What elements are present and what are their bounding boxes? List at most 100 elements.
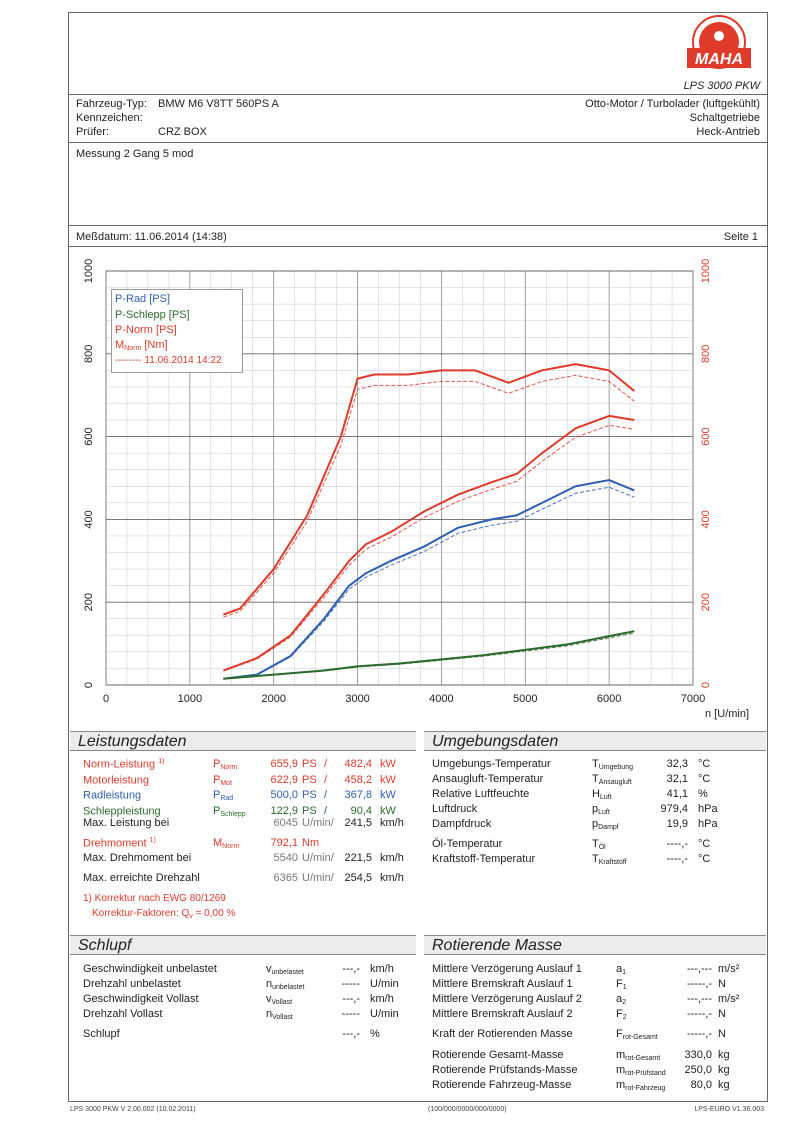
rotierende-label: Mittlere Bremskraft Auslauf 1 xyxy=(432,978,573,990)
measurement-date: Meßdatum: 11.06.2014 (14:38) xyxy=(76,231,227,243)
leistung-symbol: PRad xyxy=(213,789,234,802)
series-line-compare xyxy=(223,374,635,618)
umgebung-symbol: HLuft xyxy=(592,788,612,801)
leistung-unit-ps: PS xyxy=(302,804,317,817)
rotierende-label: Mittlere Verzögerung Auslauf 2 xyxy=(432,993,582,1005)
footer-left: LPS 3000 PKW V 2.00.002 (10.02.2011) xyxy=(70,1106,196,1113)
leistung-slash: / xyxy=(324,789,328,801)
leistung-value-ps: 500,0 xyxy=(270,789,298,801)
umgebung-symbol: pLuft xyxy=(592,803,610,816)
rotierende-symbol: mrot-Gesamt xyxy=(616,1049,661,1062)
torque-value: 792,1 xyxy=(270,837,298,849)
torque-unit: Nm xyxy=(302,837,320,849)
leistung-value-kw: 482,4 xyxy=(344,758,372,770)
schlupf-value: ---,- xyxy=(342,1028,360,1040)
product-name: LPS 3000 PKW xyxy=(683,80,760,92)
y-tick-label-left: 400 xyxy=(83,510,95,528)
schlupf-unit: km/h xyxy=(370,993,394,1005)
schlupf-symbol: nunbelastet xyxy=(266,978,305,991)
page-number: Seite 1 xyxy=(723,231,758,243)
gearbox-type: Schaltgetriebe xyxy=(689,112,760,124)
max-rpm-label: Max. erreichte Drehzahl xyxy=(83,872,200,884)
umgebung-value: ----,- xyxy=(666,853,688,865)
y-tick-label-right: 200 xyxy=(700,593,712,611)
leistung-unit-kw: kW xyxy=(380,804,396,817)
chart-legend: P-Rad [PS] P-Schlepp [PS] P-Norm [PS] MN… xyxy=(111,289,243,373)
rotierende-label: Rotierende Prüfstands-Masse xyxy=(432,1064,578,1076)
measurement-name: Messung 2 Gang 5 mod xyxy=(76,148,194,160)
max-torque-label: Max. Drehmoment bei xyxy=(83,852,192,864)
schlupf-unit: km/h xyxy=(370,963,394,975)
umgebung-value: 32,3 xyxy=(666,758,688,770)
umgebung-unit: °C xyxy=(698,838,711,850)
x-tick-label: 7000 xyxy=(681,693,705,705)
leistung-label: Norm-Leistung 1) xyxy=(83,758,165,771)
schlupf-label: Geschwindigkeit unbelastet xyxy=(83,963,217,975)
umgebung-label: Umgebungs-Temperatur xyxy=(432,758,551,770)
kmh-unit: km/h xyxy=(380,872,404,884)
schlupf-symbol: vVollast xyxy=(266,993,293,1006)
leistung-slash: / xyxy=(324,773,328,786)
x-tick-label: 0 xyxy=(103,693,109,705)
rotierende-symbol: F1 xyxy=(616,978,627,991)
rpm-unit: U/min/ xyxy=(302,852,334,864)
rotierende-unit: N xyxy=(718,1028,726,1040)
umgebung-symbol: TÖl xyxy=(592,838,606,851)
rotierende-unit: kg xyxy=(718,1049,730,1061)
leistung-unit-ps: PS xyxy=(302,789,317,801)
rotierende-value: ---,--- xyxy=(686,963,712,975)
drive-type: Heck-Antrieb xyxy=(696,126,760,138)
leistung-value-ps: 655,9 xyxy=(270,758,298,770)
rotierende-label: Rotierende Fahrzeug-Masse xyxy=(432,1079,572,1091)
rotierende-symbol: mrot-Fahrzeug xyxy=(616,1079,666,1092)
leistung-value-kw: 90,4 xyxy=(350,804,372,817)
schlupf-value: ----- xyxy=(341,1008,360,1020)
y-tick-label-left: 200 xyxy=(83,593,95,611)
umgebung-label: Luftdruck xyxy=(432,803,478,815)
leistung-label: Motorleistung xyxy=(83,774,150,787)
leistung-unit-kw: kW xyxy=(380,758,396,770)
umgebung-label: Dampfdruck xyxy=(432,818,492,830)
schlupf-unit: % xyxy=(370,1028,380,1040)
torque-symbol: MNorm xyxy=(213,837,240,850)
rotierende-unit: m/s² xyxy=(718,993,740,1005)
footer-center: (100/000/0000/000/0000) xyxy=(428,1106,507,1113)
rotierende-unit: kg xyxy=(718,1079,730,1091)
y-tick-label-right: 800 xyxy=(700,345,712,363)
rotierende-value: -----,- xyxy=(686,1008,712,1020)
schlupf-unit: U/min xyxy=(370,978,399,990)
rotierende-unit: kg xyxy=(718,1064,730,1076)
umgebung-symbol: TKraftstoff xyxy=(592,853,627,866)
y-tick-label-left: 600 xyxy=(83,427,95,445)
series-line-compare xyxy=(223,486,635,680)
rotierende-symbol: F2 xyxy=(616,1008,627,1021)
umgebung-value: ----,- xyxy=(666,838,688,850)
rpm-unit: U/min/ xyxy=(302,817,334,829)
umgebung-unit: °C xyxy=(698,758,711,770)
umgebung-label: Relative Luftfeuchte xyxy=(432,788,530,800)
y-tick-label-right: 600 xyxy=(700,427,712,445)
schlupf-value: ----- xyxy=(341,978,360,990)
vehicle-type-label: Fahrzeug-Typ: xyxy=(76,98,147,110)
tester-label: Prüfer: xyxy=(76,126,110,138)
tester-value: CRZ BOX xyxy=(158,126,207,138)
footer-right: LPS-EURO V1.36.003 xyxy=(694,1106,764,1113)
leistung-unit-ps: PS xyxy=(302,773,317,786)
x-tick-label: 3000 xyxy=(345,693,369,705)
umgebung-value: 32,1 xyxy=(666,773,688,785)
schlupf-unit: U/min xyxy=(370,1008,399,1020)
schlupf-label: Schlupf xyxy=(83,1028,120,1040)
leistung-symbol: PSchlepp xyxy=(213,804,246,818)
rotierende-value: -----,- xyxy=(686,978,712,990)
umgebung-label: Kraftstoff-Temperatur xyxy=(432,853,536,865)
rotierende-value: 80,0 xyxy=(690,1079,712,1091)
legend-compare-date: 11.06.2014 14:22 xyxy=(144,355,222,366)
series-line-compare xyxy=(223,632,635,680)
umgebung-value: 19,9 xyxy=(666,818,688,830)
leistung-slash: / xyxy=(324,804,328,817)
leistung-label: Schleppleistung xyxy=(83,805,161,818)
rotierende-symbol: a2 xyxy=(616,993,627,1006)
x-tick-label: 2000 xyxy=(261,693,285,705)
legend-torque: MNorm [Nm] xyxy=(115,339,168,352)
umgebung-label: Ansaugluft-Temperatur xyxy=(432,773,544,785)
